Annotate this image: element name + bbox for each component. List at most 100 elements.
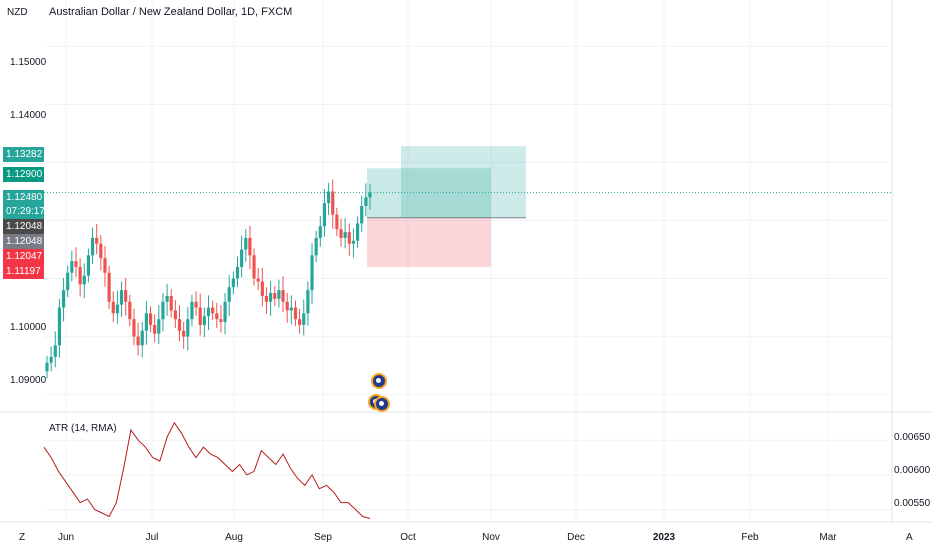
target-1-price-label[interactable]: 1.12900 <box>3 167 44 182</box>
candle-body-51 <box>256 278 260 282</box>
candle-body-0 <box>45 362 49 372</box>
candle-body-1 <box>49 356 53 363</box>
time-tick-jul: Jul <box>145 532 159 543</box>
candle-body-56 <box>277 290 281 299</box>
last-price-label[interactable]: 1.12480 <box>3 190 44 205</box>
candle-body-53 <box>264 295 269 302</box>
candle-body-22 <box>136 336 140 346</box>
candle-body-74 <box>351 240 356 244</box>
candle-body-33 <box>182 330 186 337</box>
atr-tick-1: 0.00650 <box>894 432 931 443</box>
candle-body-68 <box>326 191 331 204</box>
time-tick-nov: Nov <box>482 532 500 543</box>
chart-grid <box>44 0 892 522</box>
candle-body-35 <box>190 301 194 320</box>
candle-body-59 <box>289 307 293 311</box>
entry-price-label[interactable]: 1.12048 <box>3 219 44 234</box>
candle-body-27 <box>157 319 161 334</box>
candle-body-67 <box>322 203 327 227</box>
candle-body-36 <box>194 301 198 308</box>
atr-indicator-label[interactable]: ATR (14, RMA) <box>49 423 117 434</box>
atr-tick-2: 0.00600 <box>894 465 931 476</box>
price-tick-3: 1.10000 <box>10 322 47 333</box>
candlestick-series <box>45 179 372 379</box>
timezone-button[interactable]: Z <box>19 532 26 543</box>
chart-frame <box>0 0 932 523</box>
candle-body-70 <box>335 214 339 230</box>
atr-tick-3: 0.00550 <box>894 498 931 509</box>
candle-body-28 <box>161 301 165 320</box>
price-tick-4: 1.09000 <box>10 375 47 386</box>
candle-body-24 <box>144 313 148 331</box>
currency-label: NZD <box>7 7 28 18</box>
atr-indicator-line <box>43 421 371 519</box>
candle-body-32 <box>177 319 182 331</box>
candle-body-45 <box>231 278 235 288</box>
candle-body-44 <box>227 287 231 302</box>
candle-body-13 <box>99 243 103 259</box>
candle-body-29 <box>165 295 169 302</box>
time-tick-mar: Mar <box>819 532 837 543</box>
candle-body-23 <box>140 330 144 346</box>
candle-body-37 <box>198 307 202 325</box>
time-tick-oct: Oct <box>400 532 416 543</box>
candle-body-62 <box>302 313 306 325</box>
candle-body-54 <box>269 293 273 302</box>
target-2-price-label[interactable]: 1.13282 <box>3 147 44 162</box>
candle-body-17 <box>115 304 119 314</box>
candle-body-50 <box>252 255 256 279</box>
candle-body-18 <box>119 290 124 305</box>
chart-title[interactable]: Australian Dollar / New Zealand Dollar, … <box>49 6 293 18</box>
price-tick-2: 1.14000 <box>10 110 47 121</box>
candle-body-14 <box>103 258 107 273</box>
candle-body-64 <box>310 255 314 291</box>
stop-price-label[interactable]: 1.11197 <box>3 264 44 279</box>
candle-body-2 <box>53 345 57 357</box>
candle-body-11 <box>90 237 95 256</box>
price-tick-1: 1.15000 <box>10 57 47 68</box>
candle-body-34 <box>186 319 190 337</box>
stop-upper-price-label[interactable]: 1.12047 <box>3 249 44 264</box>
candle-body-38 <box>202 316 206 325</box>
candle-body-40 <box>211 307 215 314</box>
profit-zone-2 <box>401 146 526 218</box>
candle-body-41 <box>215 313 219 320</box>
time-tick-sep: Sep <box>314 532 332 543</box>
event-flag-icon[interactable] <box>371 373 387 389</box>
atr-polyline <box>43 421 371 519</box>
candle-body-58 <box>285 301 289 311</box>
candle-body-72 <box>343 232 347 238</box>
candle-body-77 <box>364 197 368 206</box>
candle-body-75 <box>355 223 360 241</box>
candle-body-43 <box>223 301 227 323</box>
auto-scale-button[interactable]: A <box>906 532 913 543</box>
candle-body-39 <box>206 307 211 317</box>
candle-body-46 <box>235 266 240 279</box>
candle-body-65 <box>314 237 318 256</box>
candle-body-9 <box>82 275 86 285</box>
candle-body-15 <box>107 272 111 302</box>
candle-body-49 <box>248 237 252 256</box>
candle-body-71 <box>339 229 343 238</box>
candle-body-78 <box>368 192 372 198</box>
candle-body-25 <box>148 313 153 325</box>
event-flag-icon-3[interactable] <box>374 396 390 412</box>
candle-body-52 <box>260 281 264 296</box>
candle-body-61 <box>298 319 302 325</box>
candle-body-48 <box>244 237 248 250</box>
entry-price-label-2[interactable]: 1.12048 <box>3 234 44 249</box>
candle-body-42 <box>219 319 223 323</box>
candle-body-57 <box>281 290 285 302</box>
candle-body-30 <box>169 295 173 311</box>
position-zones[interactable] <box>44 146 892 268</box>
candle-body-21 <box>132 319 136 337</box>
time-tick-2023: 2023 <box>652 532 676 543</box>
candle-body-66 <box>318 226 322 238</box>
candle-body-31 <box>173 310 177 320</box>
candle-body-20 <box>128 301 132 320</box>
bar-countdown-label: 07:29:17 <box>3 204 45 219</box>
candle-body-16 <box>111 301 115 314</box>
candle-body-47 <box>240 249 244 267</box>
loss-zone <box>367 217 491 268</box>
